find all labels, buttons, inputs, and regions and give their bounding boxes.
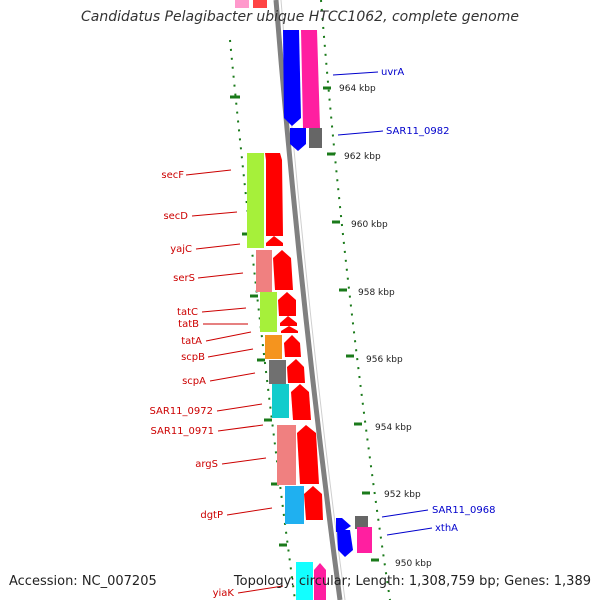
gene-label-tatC: tatC (177, 307, 198, 318)
map-title: Candidatus Pelagibacter ubique HTCC1062,… (80, 9, 519, 25)
gene-uvrA-block (283, 30, 320, 128)
gene-label-serS: serS (173, 273, 195, 284)
gene-dgtP-block (285, 486, 323, 524)
gene-SAR11_0982-block (290, 128, 322, 151)
scale-label: 950 kbp (395, 559, 432, 569)
gene-yajC-serS-block (256, 250, 293, 292)
scale-labels: 964 kbp 962 kbp 960 kbp 958 kbp 956 kbp … (339, 84, 432, 569)
gene-label-tatB: tatB (178, 319, 199, 330)
gene-SAR11_0968-xthA-block (336, 516, 372, 557)
gene-label-SAR11_0982: SAR11_0982 (386, 126, 450, 137)
gene-argS-block (277, 425, 319, 485)
gene-label-tatA: tatA (181, 336, 202, 347)
gene-label-scpA: scpA (182, 376, 206, 387)
scale-label: 962 kbp (344, 152, 381, 162)
scale-label: 952 kbp (384, 490, 421, 500)
gene-label-xthA: xthA (435, 523, 458, 534)
gene-label-SAR11_0968: SAR11_0968 (432, 505, 496, 516)
gene-label-SAR11_0971: SAR11_0971 (151, 426, 215, 437)
label-leaders (185, 71, 433, 594)
gene-label-SAR11_0972: SAR11_0972 (150, 406, 214, 417)
gene-SAR11_097x-block (272, 384, 311, 420)
top-partial-genes (235, 0, 267, 8)
scale-label: 960 kbp (351, 220, 388, 230)
gene-label-yiaK: yiaK (213, 588, 235, 599)
scale-label: 964 kbp (339, 84, 376, 94)
scale-label: 958 kbp (358, 288, 395, 298)
gene-label-dgtP: dgtP (200, 510, 223, 521)
scale-label: 956 kbp (366, 355, 403, 365)
gene-label-yajC: yajC (170, 244, 192, 255)
gene-label-secF: secF (161, 170, 184, 181)
gene-label-uvrA: uvrA (381, 67, 404, 78)
genome-summary-text: Topology: circular; Length: 1,308,759 bp… (233, 574, 591, 589)
left-dotted-track (229, 39, 296, 600)
gene-label-argS: argS (195, 459, 218, 470)
scale-label: 954 kbp (375, 423, 412, 433)
gene-label-scpB: scpB (181, 352, 205, 363)
gene-labels: uvrA SAR11_0982 secF secD yajC serS tatC… (150, 67, 496, 599)
gene-scp-block (265, 335, 305, 384)
bottom-partial-genes (296, 562, 326, 600)
gene-secF-secD-block (247, 153, 283, 248)
gene-tat-block (260, 292, 298, 333)
gene-label-secD: secD (163, 211, 188, 222)
accession-text: Accession: NC_007205 (9, 574, 157, 589)
